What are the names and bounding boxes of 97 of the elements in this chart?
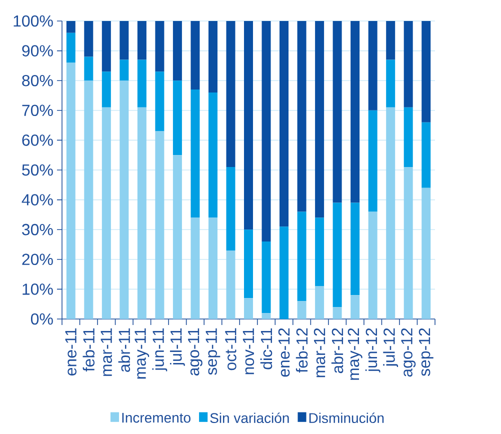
bar bbox=[66, 32, 76, 63]
bar bbox=[297, 212, 306, 302]
bar bbox=[226, 21, 236, 168]
legend-label: Sin variación bbox=[210, 412, 289, 424]
y-tick-label: 60% bbox=[22, 134, 53, 146]
x-tick-label: jul-12 bbox=[383, 328, 398, 368]
bar bbox=[120, 80, 129, 319]
bar bbox=[172, 155, 182, 319]
y-tick-label: 100% bbox=[14, 15, 53, 27]
bar bbox=[137, 21, 146, 60]
bar bbox=[102, 21, 111, 72]
x-tick-label: jun-11 bbox=[152, 328, 168, 372]
bar bbox=[315, 218, 324, 286]
legend-label: Incremento bbox=[122, 412, 190, 423]
bar bbox=[280, 226, 289, 319]
x-tick-label: dic-11 bbox=[260, 328, 272, 370]
bar bbox=[386, 21, 396, 60]
bar bbox=[137, 60, 146, 108]
bar bbox=[120, 21, 129, 60]
y-tick-label: 30% bbox=[22, 224, 53, 236]
bar bbox=[350, 202, 360, 296]
bar bbox=[102, 107, 111, 319]
bar bbox=[350, 295, 360, 319]
y-tick-label: 90% bbox=[22, 45, 53, 56]
x-tick-label: oct-11 bbox=[225, 328, 236, 370]
bar bbox=[297, 301, 306, 319]
bar bbox=[120, 60, 129, 81]
bar bbox=[280, 21, 289, 227]
bar bbox=[386, 107, 396, 319]
x-tick-label: sep-11 bbox=[206, 328, 220, 375]
legend-label: Disminución bbox=[309, 412, 384, 424]
bar bbox=[244, 230, 253, 298]
bar bbox=[155, 21, 164, 72]
x-tick-label: jun-12 bbox=[365, 328, 380, 372]
bar bbox=[84, 21, 94, 57]
bar bbox=[262, 242, 271, 314]
bar bbox=[66, 62, 76, 319]
bar bbox=[404, 167, 413, 319]
bar bbox=[332, 202, 342, 308]
bar bbox=[422, 21, 431, 122]
x-tick-label: feb-12 bbox=[296, 328, 308, 373]
x-tick-label: feb-11 bbox=[82, 328, 95, 372]
bar bbox=[137, 107, 146, 319]
bar bbox=[208, 218, 218, 319]
bar bbox=[226, 167, 236, 250]
bar bbox=[84, 56, 94, 81]
bar bbox=[262, 21, 271, 242]
x-tick-label: may-11 bbox=[134, 328, 150, 379]
x-tick-label: sep-12 bbox=[418, 328, 434, 376]
bar bbox=[422, 122, 431, 188]
bar bbox=[368, 212, 378, 319]
bar bbox=[368, 21, 378, 110]
bar bbox=[84, 80, 94, 319]
bar bbox=[404, 21, 413, 108]
y-tick-label: 50% bbox=[22, 164, 53, 176]
bar bbox=[297, 21, 306, 212]
bar bbox=[190, 218, 200, 319]
bar bbox=[422, 188, 431, 319]
bar bbox=[155, 72, 164, 132]
x-tick-label: ago-12 bbox=[401, 328, 416, 377]
bar bbox=[404, 107, 413, 168]
bar bbox=[208, 21, 218, 93]
bar bbox=[66, 21, 76, 33]
bar bbox=[386, 60, 396, 108]
bar bbox=[190, 21, 200, 90]
bar bbox=[315, 21, 324, 218]
bar bbox=[226, 250, 236, 319]
bar bbox=[315, 286, 324, 319]
bar bbox=[102, 72, 111, 108]
x-tick-label: ene-11 bbox=[65, 328, 76, 376]
bar bbox=[332, 21, 342, 203]
bar bbox=[262, 313, 271, 319]
x-tick-label: jul-11 bbox=[170, 328, 185, 366]
x-tick-label: abr-11 bbox=[118, 328, 130, 372]
x-tick-label: ago-11 bbox=[188, 328, 202, 376]
bar bbox=[368, 110, 378, 212]
bar bbox=[332, 307, 342, 319]
bar bbox=[244, 298, 253, 319]
x-tick-label: may-12 bbox=[348, 328, 362, 380]
y-tick-label: 80% bbox=[22, 74, 53, 86]
y-tick-label: 10% bbox=[22, 284, 53, 295]
bar bbox=[208, 92, 218, 218]
bar bbox=[172, 80, 182, 156]
bar bbox=[190, 90, 200, 218]
bar bbox=[244, 21, 253, 230]
x-tick-label: ene-12 bbox=[278, 328, 290, 377]
x-tick-label: mar-11 bbox=[100, 328, 112, 376]
x-tick-label: mar-12 bbox=[314, 328, 326, 378]
y-tick-label: 70% bbox=[22, 104, 53, 116]
bar bbox=[350, 21, 360, 203]
y-tick-label: 20% bbox=[22, 254, 53, 266]
x-tick-label: nov-11 bbox=[242, 328, 254, 374]
bar bbox=[172, 21, 182, 81]
y-tick-label: 0% bbox=[30, 313, 53, 325]
bar bbox=[155, 131, 164, 319]
y-tick-label: 40% bbox=[22, 194, 53, 206]
x-tick-label: abr-12 bbox=[331, 328, 344, 374]
